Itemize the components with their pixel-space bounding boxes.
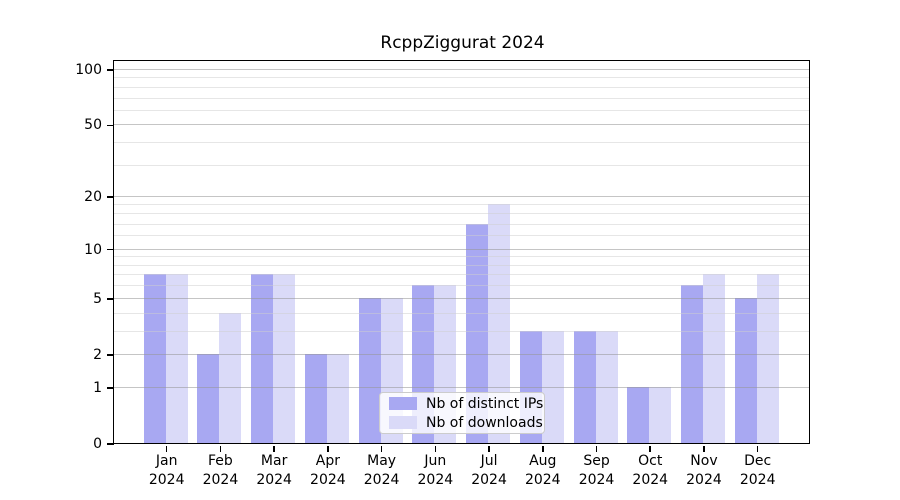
ytick-mark-0 xyxy=(107,443,114,445)
ytick-label-10: 10 xyxy=(84,241,102,258)
ytick-mark-5 xyxy=(107,297,114,300)
gridline-minor-90 xyxy=(114,77,809,79)
gridline-minor-16 xyxy=(114,213,809,215)
ytick-label-100: 100 xyxy=(75,61,102,78)
xtick-mark-mar xyxy=(273,445,275,452)
xtick-label-oct: Oct 2024 xyxy=(632,453,669,488)
bar-distinct-ips-may xyxy=(358,297,381,443)
xtick-mark-may xyxy=(380,445,383,452)
xtick-label-jan: Jan 2024 xyxy=(148,453,185,488)
ytick-label-2: 2 xyxy=(93,346,102,363)
xtick-mark-oct xyxy=(649,445,652,452)
chart-title: RcppZiggurat 2024 xyxy=(380,33,545,53)
bar-downloads-apr xyxy=(326,353,349,443)
gridline-minor-30 xyxy=(114,164,809,166)
legend-item-distinct-ips: Nb of distinct IPs xyxy=(389,396,544,412)
gridline-major-5 xyxy=(114,297,809,299)
bar-downloads-oct xyxy=(649,386,672,443)
xtick-label-mar: Mar 2024 xyxy=(256,453,292,488)
gridline-minor-14 xyxy=(114,223,809,225)
xtick-label-apr: Apr 2024 xyxy=(310,453,346,488)
bar-distinct-ips-dec xyxy=(734,297,757,443)
gridline-minor-7 xyxy=(114,274,809,276)
legend-label-distinct-ips: Nb of distinct IPs xyxy=(426,395,544,412)
bar-distinct-ips-apr xyxy=(304,353,327,443)
bar-downloads-jan xyxy=(165,274,188,443)
legend: Nb of distinct IPs Nb of downloads xyxy=(379,392,545,434)
gridline-major-100 xyxy=(114,68,809,70)
bar-distinct-ips-jan xyxy=(143,274,166,443)
ytick-label-0: 0 xyxy=(93,436,102,452)
bar-distinct-ips-feb xyxy=(197,353,220,443)
xtick-label-nov: Nov 2024 xyxy=(686,453,722,488)
bar-distinct-ips-mar xyxy=(251,274,274,443)
ytick-label-1: 1 xyxy=(93,379,102,396)
ytick-label-20: 20 xyxy=(84,189,102,206)
legend-item-downloads: Nb of downloads xyxy=(389,415,544,431)
ytick-mark-10 xyxy=(107,248,114,251)
bar-distinct-ips-jul xyxy=(466,223,489,443)
gridline-minor-60 xyxy=(114,109,809,111)
xtick-label-dec: Dec 2024 xyxy=(739,453,776,488)
gridline-minor-8 xyxy=(114,264,809,266)
bar-downloads-feb xyxy=(219,312,242,443)
xtick-mark-jun xyxy=(434,445,437,452)
ytick-label-5: 5 xyxy=(93,290,102,307)
bar-downloads-dec xyxy=(756,274,779,443)
gridline-major-2 xyxy=(114,353,809,355)
gridline-minor-6 xyxy=(114,285,809,287)
bar-downloads-jul xyxy=(488,204,511,443)
gridline-minor-18 xyxy=(114,204,809,206)
xtick-mark-apr xyxy=(327,445,329,452)
gridline-minor-4 xyxy=(114,312,809,314)
xtick-label-may: May 2024 xyxy=(363,453,400,488)
bar-distinct-ips-nov xyxy=(680,285,703,443)
legend-label-downloads: Nb of downloads xyxy=(426,414,543,431)
xtick-mark-jan xyxy=(165,445,168,452)
gridline-minor-9 xyxy=(114,256,809,258)
ytick-mark-1 xyxy=(107,387,114,389)
xtick-mark-dec xyxy=(756,445,759,452)
bar-distinct-ips-oct xyxy=(627,386,650,443)
xtick-label-aug: Aug 2024 xyxy=(524,453,561,488)
xtick-label-jul: Jul 2024 xyxy=(471,453,507,488)
ytick-label-50: 50 xyxy=(84,117,102,134)
ytick-mark-2 xyxy=(107,354,114,356)
xtick-label-jun: Jun 2024 xyxy=(417,453,454,488)
gridline-major-50 xyxy=(114,124,809,126)
gridline-major-10 xyxy=(114,248,809,250)
xtick-mark-aug xyxy=(541,445,544,452)
gridline-minor-12 xyxy=(114,235,809,237)
ytick-mark-50 xyxy=(107,124,114,127)
ytick-mark-100 xyxy=(107,69,114,71)
legend-swatch-downloads xyxy=(389,416,417,429)
xtick-label-sep: Sep 2024 xyxy=(578,453,615,488)
ytick-mark-20 xyxy=(107,196,114,199)
gridline-minor-70 xyxy=(114,97,809,99)
legend-swatch-distinct-ips xyxy=(389,397,417,410)
xtick-label-feb: Feb 2024 xyxy=(202,453,239,488)
bar-downloads-nov xyxy=(702,274,725,443)
gridline-minor-80 xyxy=(114,86,809,88)
xtick-mark-sep xyxy=(595,445,598,452)
xtick-mark-jul xyxy=(488,445,490,452)
gridline-minor-40 xyxy=(114,142,809,144)
gridline-major-1 xyxy=(114,386,809,388)
plot-area xyxy=(113,60,810,444)
xtick-mark-nov xyxy=(703,445,705,452)
gridline-major-20 xyxy=(114,196,809,198)
xtick-mark-feb xyxy=(219,445,222,452)
bar-downloads-mar xyxy=(273,274,296,443)
gridline-minor-3 xyxy=(114,330,809,332)
